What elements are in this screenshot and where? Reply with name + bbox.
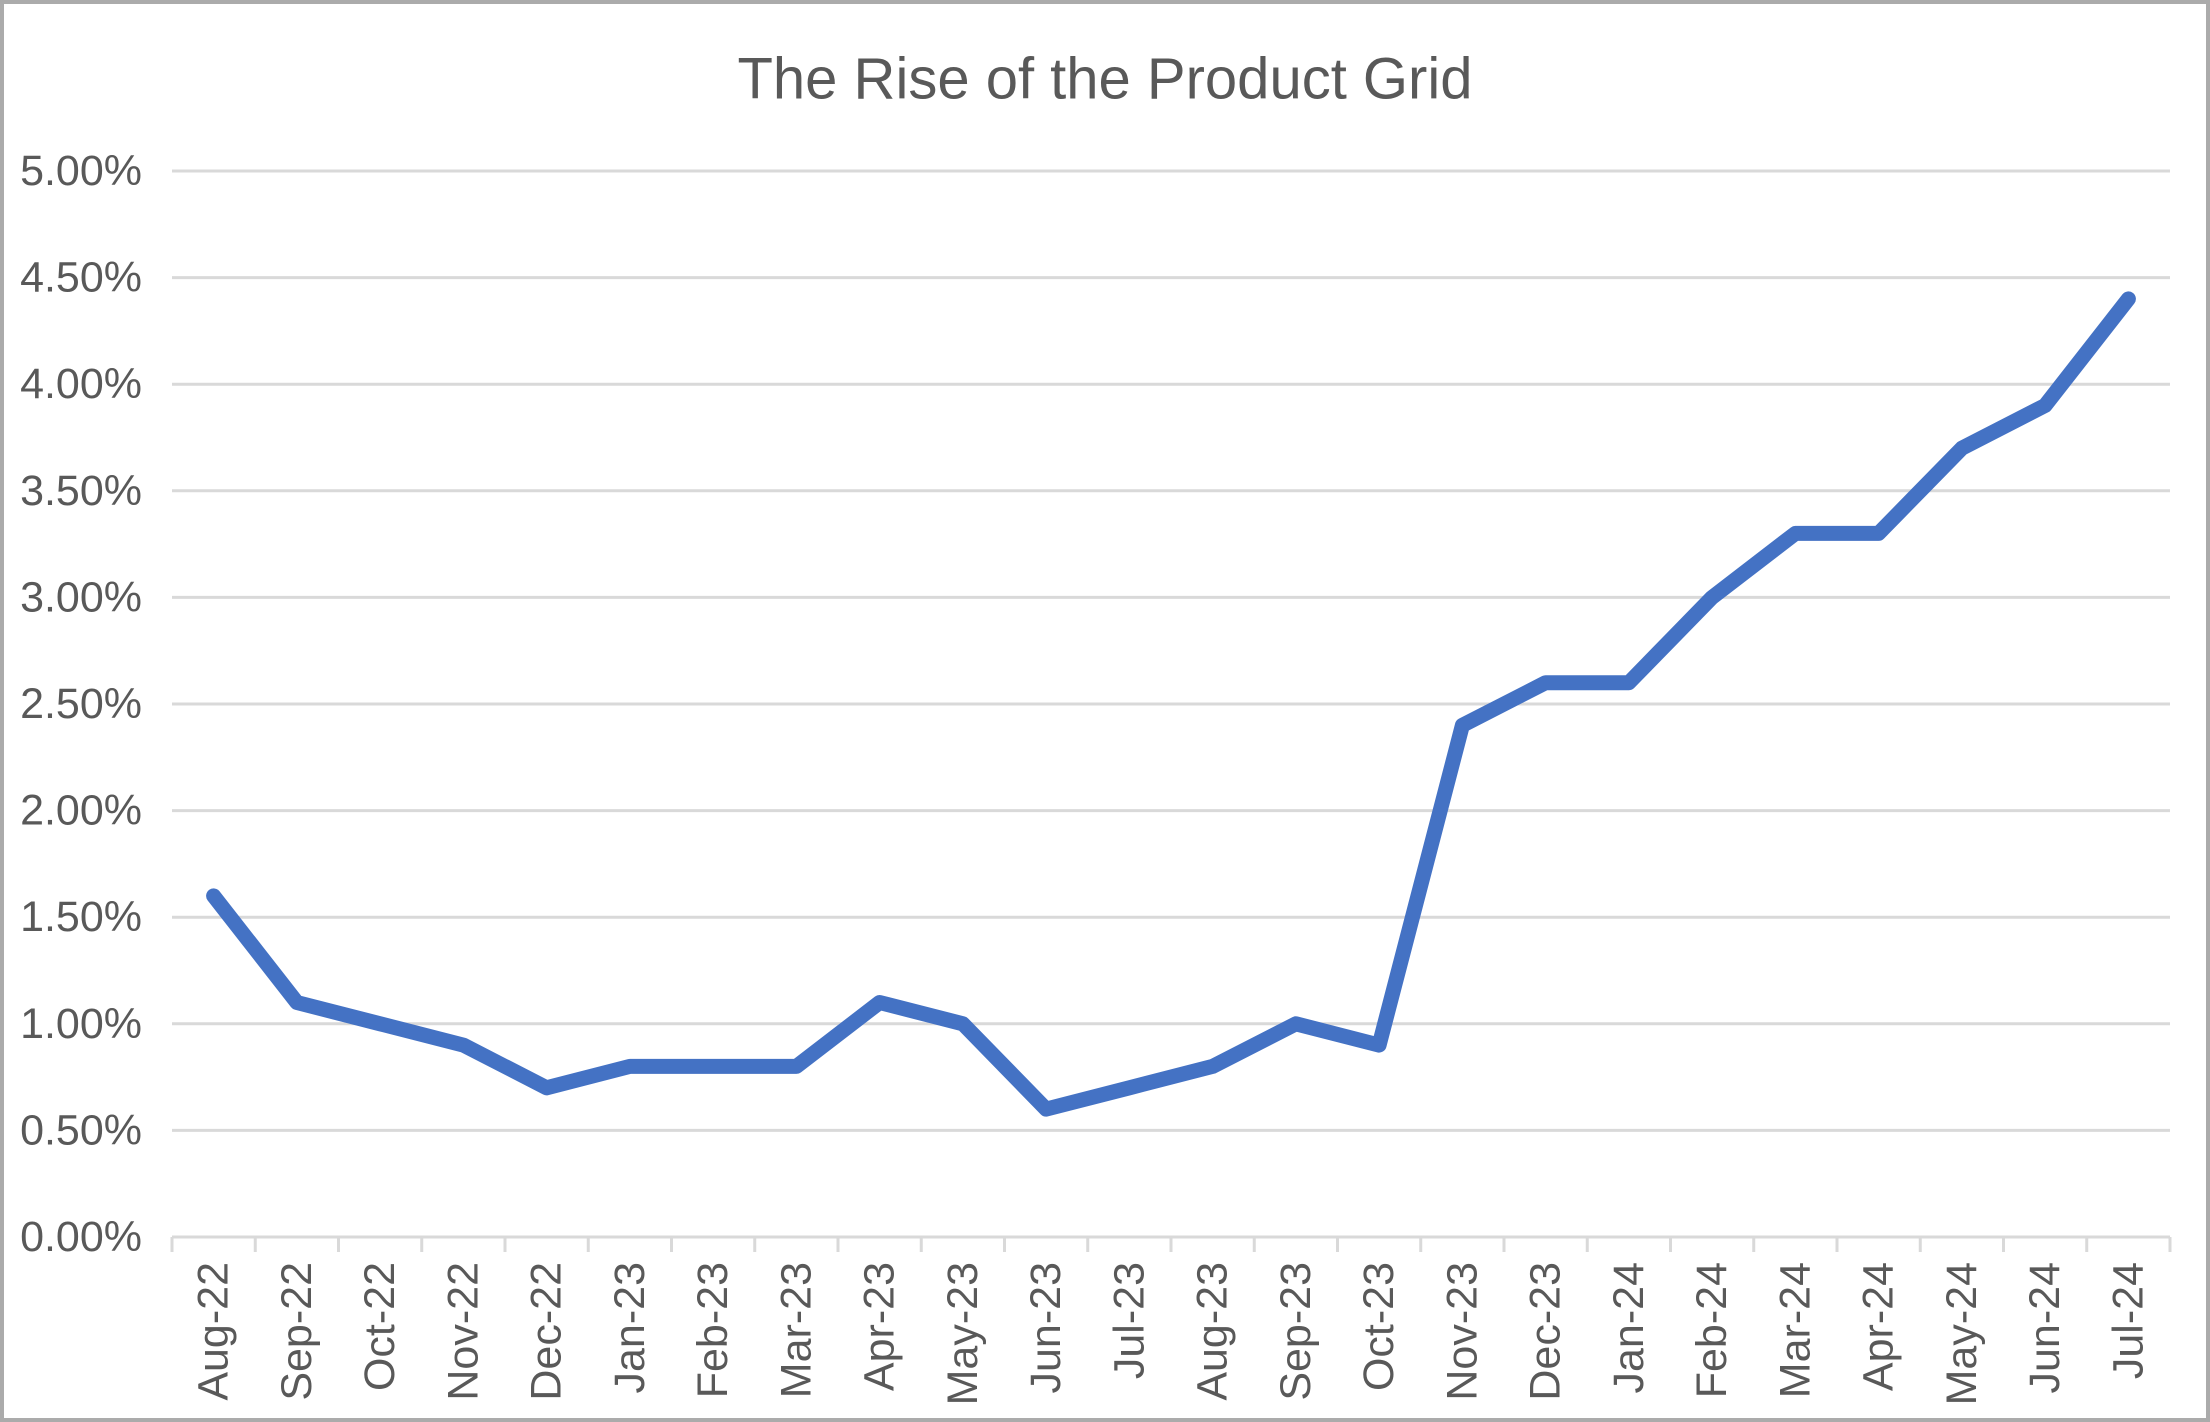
- x-axis-tick-label-holder: Jan-24: [1605, 1262, 1653, 1393]
- x-axis-tick-label: Dec-22: [523, 1262, 571, 1401]
- y-axis-tick-label: 1.50%: [20, 893, 142, 941]
- x-axis-tick-label-holder: Dec-22: [523, 1262, 571, 1401]
- x-axis-tick-label: Jan-23: [606, 1262, 654, 1393]
- y-axis-tick-label: 4.00%: [20, 360, 142, 408]
- x-axis-tick-label-holder: Apr-24: [1855, 1262, 1903, 1391]
- y-axis-tick-label: 2.00%: [20, 787, 142, 835]
- y-axis-tick-label: 3.00%: [20, 573, 142, 621]
- x-axis-tick-label-holder: Jul-24: [2104, 1262, 2152, 1379]
- x-axis-tick-label-holder: Nov-23: [1438, 1262, 1486, 1401]
- x-axis-tick-label: Dec-23: [1522, 1262, 1570, 1401]
- y-axis-labels: 0.00% 0.50% 1.00% 1.50% 2.00% 2.50% 3.00% 3.50%…: [20, 147, 142, 1261]
- x-axis-tick-label-holder: Jul-23: [1105, 1262, 1153, 1379]
- x-axis-tick-label-holder: Oct-22: [356, 1262, 404, 1391]
- x-axis-tick-label-holder: Sep-22: [273, 1262, 321, 1401]
- x-axis-tick-label-holder: Mar-23: [772, 1262, 820, 1398]
- x-axis-tick-label-holder: Sep-23: [1272, 1262, 1320, 1401]
- x-axis-tick-label-holder: Feb-23: [689, 1262, 737, 1398]
- x-axis-tick-label: Oct-22: [356, 1262, 404, 1391]
- y-axis-tick-label: 2.50%: [20, 680, 142, 728]
- x-axis-tick-label: Nov-23: [1438, 1262, 1486, 1401]
- x-axis-tick-label: Aug-23: [1189, 1262, 1237, 1401]
- y-axis-tick-label: 1.00%: [20, 1000, 142, 1048]
- x-axis-tick-label-holder: Feb-24: [1688, 1262, 1736, 1398]
- x-axis-tick-label-holder: Mar-24: [1771, 1262, 1819, 1398]
- y-axis-tick-label: 0.00%: [20, 1213, 142, 1261]
- x-axis-tick-label: Apr-23: [856, 1262, 904, 1391]
- x-axis-tick-label: Mar-24: [1771, 1262, 1819, 1398]
- x-axis-tick-label-holder: Dec-23: [1522, 1262, 1570, 1401]
- gridline-group: [172, 169, 2170, 1132]
- x-axis-tick-label: Feb-24: [1688, 1262, 1736, 1398]
- x-axis-tick-label-holder: Aug-23: [1189, 1262, 1237, 1401]
- x-axis-tick-label: Nov-22: [439, 1262, 487, 1401]
- x-axis-tick-label-holder: May-23: [939, 1262, 987, 1405]
- x-axis-tick-label-holder: Oct-23: [1355, 1262, 1403, 1391]
- x-axis-tick-label: Sep-23: [1272, 1262, 1320, 1401]
- series-group: [206, 291, 2136, 1117]
- x-axis-tick-label-holder: Jan-23: [606, 1262, 654, 1393]
- chart-title: The Rise of the Product Grid: [738, 47, 1473, 112]
- x-axis-tick-label-holder: Jun-23: [1022, 1262, 1070, 1393]
- x-axis-tick-label: Aug-22: [190, 1262, 238, 1401]
- x-axis-tick-label: Oct-23: [1355, 1262, 1403, 1391]
- x-axis-tick-label: Jan-24: [1605, 1262, 1653, 1393]
- y-axis-tick-label: 4.50%: [20, 254, 142, 302]
- y-axis-tick-label: 0.50%: [20, 1106, 142, 1154]
- x-axis-tick-label-holder: Aug-22: [190, 1262, 238, 1401]
- x-axis-tick-label: May-24: [1938, 1262, 1986, 1405]
- x-axis-tick-label-holder: Jun-24: [2021, 1262, 2069, 1393]
- x-axis-tick-label-holder: Apr-23: [856, 1262, 904, 1391]
- x-axis-labels: Aug-22 Sep-22 Oct-22 Nov-22 Dec-22 Jan-23 Feb-…: [190, 1262, 2153, 1405]
- x-axis-tick-label: Feb-23: [689, 1262, 737, 1398]
- x-axis-tick-label: Mar-23: [772, 1262, 820, 1398]
- x-axis-tick-label: Apr-24: [1855, 1262, 1903, 1391]
- line-chart: The Rise of the Product Grid 0.00% 0.50% 1…: [20, 47, 2172, 1405]
- x-axis-tick-label-holder: May-24: [1938, 1262, 1986, 1405]
- x-axis: [170, 1235, 2172, 1252]
- x-axis-tick-label: Jun-23: [1022, 1262, 1070, 1393]
- y-axis-tick-label: 3.50%: [20, 467, 142, 515]
- x-axis-tick-label: Jun-24: [2021, 1262, 2069, 1393]
- x-axis-tick-label: Sep-22: [273, 1262, 321, 1401]
- y-axis-tick-label: 5.00%: [20, 147, 142, 195]
- x-axis-tick-label-holder: Nov-22: [439, 1262, 487, 1401]
- x-axis-tick-label: Jul-23: [1105, 1262, 1153, 1379]
- x-axis-tick-label: May-23: [939, 1262, 987, 1405]
- series-line: [206, 291, 2136, 1117]
- x-axis-tick-label: Jul-24: [2104, 1262, 2152, 1379]
